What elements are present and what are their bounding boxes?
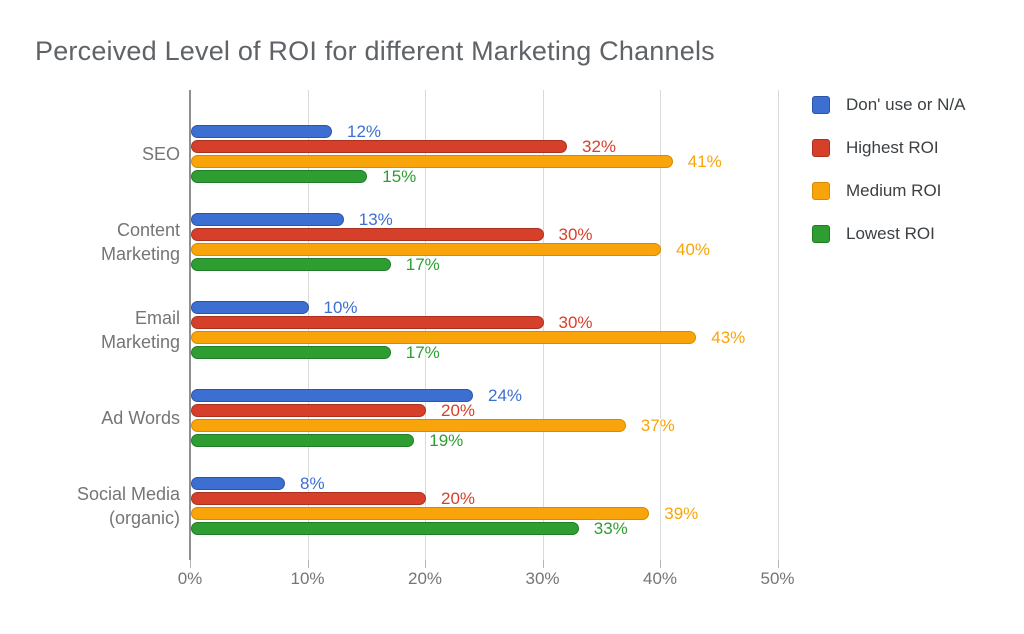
bar-value-label: 39%: [664, 503, 699, 523]
category-label: Ad Words: [101, 408, 180, 428]
legend-label: Don' use or N/A: [846, 95, 966, 114]
bar-value-label: 40%: [676, 239, 711, 259]
category-label: Social Media (organic): [76, 484, 180, 528]
x-axis-tick: [190, 560, 191, 568]
bar-lowest-roi: [191, 522, 579, 535]
x-axis-tick: [425, 560, 426, 568]
bar-lowest-roi: [191, 346, 391, 359]
gridline: [777, 90, 779, 560]
bar-value-label: 15%: [382, 166, 417, 186]
bar-lowest-roi: [191, 258, 391, 271]
x-tick-label: 10%: [290, 569, 325, 588]
legend-label: Lowest ROI: [846, 224, 935, 243]
category-label: SEO: [141, 144, 180, 164]
bar-value-label: 17%: [405, 254, 440, 274]
bar-value-label: 43%: [711, 327, 746, 347]
bar-value-label: 30%: [558, 224, 593, 244]
category-label: Content Marketing: [100, 220, 180, 264]
bar-highest-roi: [191, 228, 544, 241]
bar-value-label: 37%: [640, 415, 675, 435]
bar-value-label: 12%: [347, 121, 382, 141]
bar-value-label: 33%: [593, 518, 628, 538]
bar-medium-roi: [191, 507, 650, 520]
legend-label: Highest ROI: [846, 138, 939, 157]
bar-highest-roi: [191, 140, 567, 153]
x-axis-tick: [307, 560, 309, 568]
x-tick-label: 30%: [525, 569, 560, 588]
legend-swatch: [812, 139, 830, 157]
bar-value-label: 24%: [488, 385, 523, 405]
legend: Don' use or N/A Highest ROI Medium ROI Lowe…: [800, 85, 1020, 265]
bar-medium-roi: [191, 155, 673, 168]
legend-swatch: [812, 96, 830, 114]
chart-title: Perceived Level of ROI for different Mar…: [35, 36, 715, 66]
bar-medium-roi: [191, 419, 626, 432]
x-tick-label: 0%: [177, 569, 203, 588]
bar-don-use-or-n-a: [191, 301, 309, 314]
x-tick-label: 20%: [407, 569, 443, 588]
x-tick-label: 40%: [642, 569, 678, 588]
bar-value-label: 8%: [300, 473, 325, 493]
bar-don-use-or-n-a: [191, 125, 332, 138]
bar-don-use-or-n-a: [191, 477, 285, 490]
bar-value-label: 10%: [323, 297, 358, 317]
bar-highest-roi: [191, 404, 426, 417]
legend-swatch: [812, 182, 830, 200]
bar-value-label: 20%: [441, 488, 476, 508]
legend-swatch: [812, 225, 830, 243]
bar-value-label: 17%: [405, 342, 440, 362]
bar-don-use-or-n-a: [191, 213, 344, 226]
bar-lowest-roi: [191, 434, 415, 447]
bar-value-label: 20%: [441, 400, 476, 420]
bar-don-use-or-n-a: [191, 389, 473, 402]
x-axis-tick: [660, 560, 661, 568]
x-axis-tick: [542, 560, 544, 568]
gridline: [660, 90, 661, 560]
bar-value-label: 19%: [429, 430, 464, 450]
bar-highest-roi: [191, 492, 426, 505]
x-axis-tick: [777, 560, 779, 568]
bar-medium-roi: [191, 243, 661, 256]
bar-value-label: 32%: [582, 136, 617, 156]
bar-value-label: 13%: [358, 209, 393, 229]
x-tick-label: 50%: [760, 569, 795, 588]
category-label: Email Marketing: [100, 308, 180, 352]
bar-highest-roi: [191, 316, 544, 329]
legend-label: Medium ROI: [846, 181, 942, 200]
y-axis-line: [189, 90, 191, 560]
bar-medium-roi: [191, 331, 697, 344]
bar-value-label: 30%: [558, 312, 593, 332]
bar-value-label: 41%: [687, 151, 722, 171]
bar-lowest-roi: [191, 170, 368, 183]
